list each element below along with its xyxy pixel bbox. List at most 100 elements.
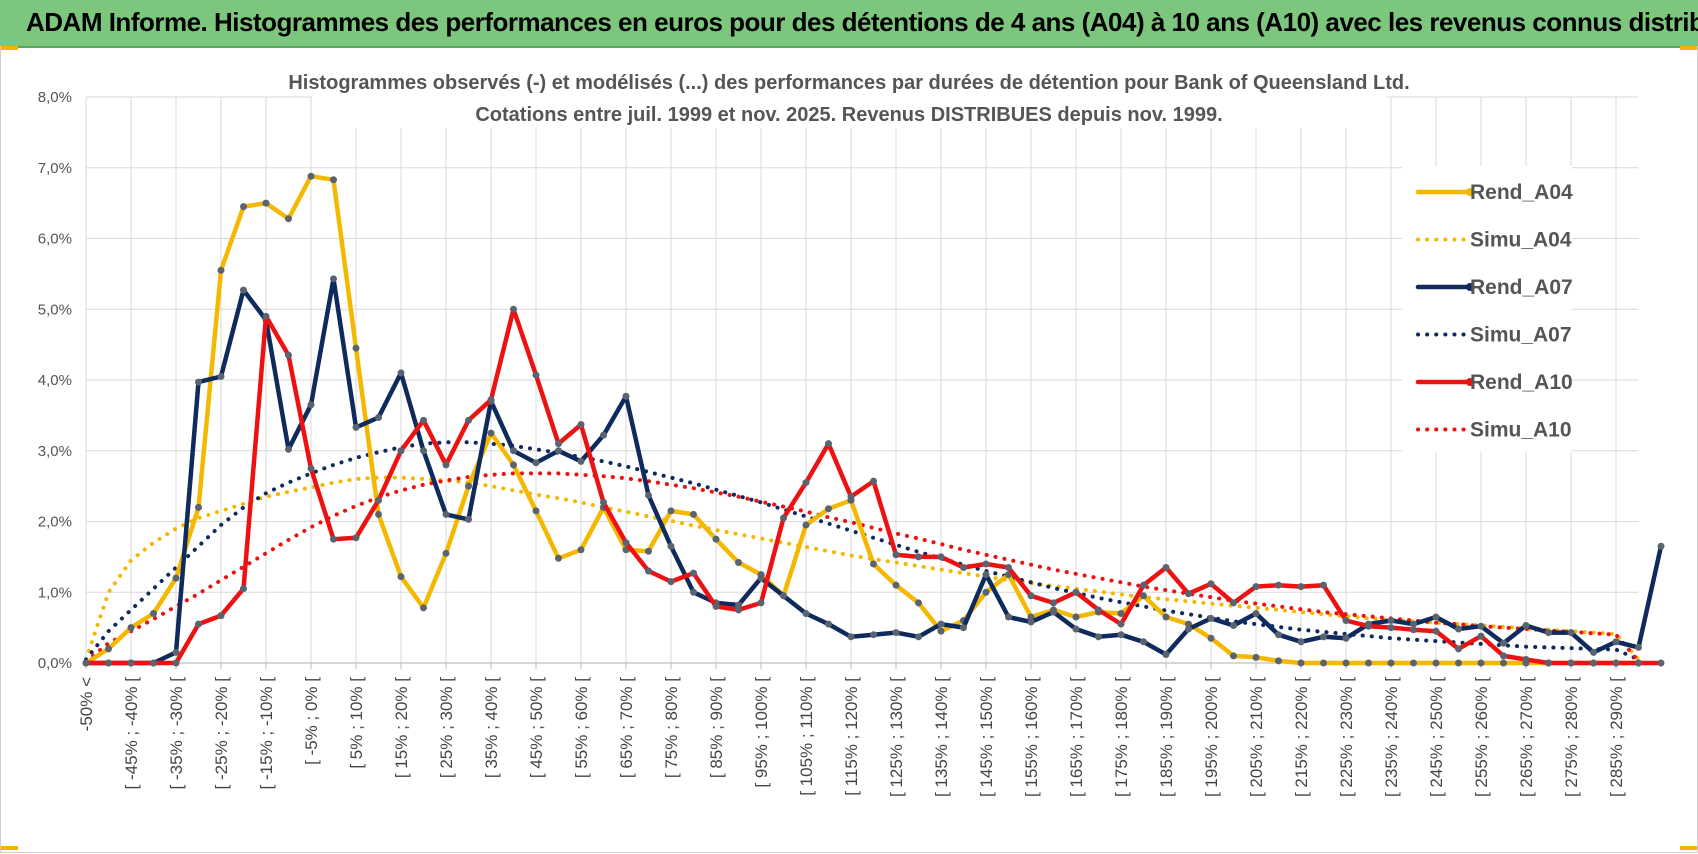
point-rend-a10 — [1072, 588, 1080, 596]
point-rend-a07 — [1342, 634, 1350, 642]
point-rend-a04 — [352, 344, 360, 352]
point-rend-a10 — [1117, 620, 1125, 628]
x-tick-label: [ 75% ; 80% [ — [662, 677, 681, 778]
point-rend-a04 — [442, 549, 450, 557]
point-rend-a04 — [555, 554, 562, 562]
point-rend-a10 — [375, 496, 382, 504]
x-tick-label: [ 45% ; 50% [ — [527, 677, 546, 778]
point-rend-a04 — [172, 574, 180, 582]
point-rend-a10 — [825, 440, 832, 448]
point-rend-a04 — [420, 604, 427, 612]
point-rend-a07 — [690, 588, 697, 596]
point-rend-a07 — [1410, 620, 1417, 628]
series-line-simu-a10 — [84, 471, 1641, 664]
x-tick-label: [ 265% ; 270% [ — [1517, 677, 1536, 797]
point-rend-a10 — [690, 569, 697, 577]
point-rend-a10 — [1635, 659, 1642, 667]
point-rend-a07 — [915, 633, 922, 641]
x-tick-label: [ 105% ; 110% [ — [797, 677, 816, 796]
point-rend-a07 — [1207, 614, 1215, 622]
y-tick-label: 3,0% — [38, 443, 72, 460]
point-rend-a07 — [352, 423, 360, 431]
legend-backdrop — [1402, 166, 1572, 452]
x-tick-label: [ 35% ; 40% [ — [482, 677, 501, 778]
point-rend-a10 — [1185, 590, 1192, 598]
legend: Rend_A04 Simu_A04 Rend_A07 Simu_A07 Rend_A10… — [1415, 181, 1573, 442]
point-rend-a04 — [1117, 609, 1125, 617]
point-rend-a04 — [307, 172, 315, 180]
point-rend-a07 — [1140, 638, 1147, 646]
legend-label-simu-a04: Simu_A04 — [1470, 229, 1572, 252]
point-rend-a07 — [1522, 622, 1530, 630]
point-rend-a10 — [442, 461, 450, 469]
point-rend-a10 — [622, 539, 630, 547]
point-rend-a10 — [757, 599, 765, 607]
point-rend-a07 — [1252, 609, 1260, 617]
point-rend-a07 — [1455, 625, 1462, 633]
y-axis: 0,0% 1,0% 2,0% 3,0% 4,0% 5,0% 6,0% 7,0% 8,0% — [38, 89, 72, 672]
point-rend-a10 — [1500, 652, 1507, 660]
point-rend-a10 — [892, 551, 900, 559]
y-tick-label: 2,0% — [38, 514, 72, 531]
point-rend-a07 — [1297, 638, 1305, 646]
point-rend-a10 — [1027, 592, 1035, 600]
point-rend-a04 — [982, 588, 990, 596]
x-tick-label: [ 185% ; 190% [ — [1157, 677, 1176, 797]
point-rend-a10 — [1657, 659, 1665, 667]
point-rend-a10 — [1320, 581, 1327, 589]
legend-label-rend-a04: Rend_A04 — [1470, 181, 1573, 204]
point-rend-a10 — [195, 620, 202, 628]
point-rend-a10 — [285, 351, 292, 359]
x-tick-label: [ -25% ; -20% [ — [212, 677, 231, 790]
point-rend-a07 — [555, 447, 562, 455]
point-rend-a10 — [1005, 563, 1012, 571]
point-rend-a04 — [577, 546, 585, 554]
point-rend-a10 — [127, 659, 135, 667]
point-rend-a07 — [1500, 639, 1507, 647]
point-rend-a10 — [1095, 606, 1102, 614]
point-rend-a10 — [960, 563, 967, 571]
point-rend-a07 — [330, 275, 337, 283]
point-rend-a04 — [915, 599, 922, 607]
point-rend-a07 — [285, 445, 292, 453]
point-rend-a07 — [802, 609, 810, 617]
legend-marker-rend-a04 — [1466, 188, 1474, 196]
point-rend-a10 — [645, 567, 652, 575]
point-rend-a04 — [240, 203, 247, 211]
title-backdrop — [312, 64, 1386, 128]
corner-marker — [1680, 846, 1698, 850]
point-rend-a10 — [217, 612, 225, 620]
x-tick-label: [ 235% ; 240% [ — [1382, 677, 1401, 797]
point-rend-a07 — [870, 631, 877, 639]
point-rend-a07 — [375, 413, 382, 421]
point-rend-a07 — [307, 401, 315, 409]
point-rend-a07 — [217, 372, 225, 380]
y-tick-label: 7,0% — [38, 160, 72, 177]
point-rend-a04 — [127, 624, 135, 632]
point-rend-a04 — [1297, 659, 1305, 667]
x-tick-label: [ 225% ; 230% [ — [1337, 677, 1356, 797]
point-rend-a07 — [1117, 631, 1125, 639]
point-rend-a10 — [1050, 599, 1057, 607]
series-line-rend-a04 — [83, 173, 1641, 666]
point-rend-a10 — [420, 416, 427, 424]
point-rend-a04 — [1477, 659, 1485, 667]
x-tick-label: [ 165% ; 170% [ — [1067, 677, 1086, 797]
point-rend-a10 — [600, 498, 607, 506]
point-rend-a07 — [397, 369, 405, 377]
point-rend-a10 — [82, 659, 90, 667]
point-rend-a04 — [510, 461, 517, 469]
point-rend-a07 — [982, 571, 990, 579]
y-tick-label: 5,0% — [38, 301, 72, 318]
point-rend-a07 — [420, 447, 427, 455]
point-rend-a04 — [1410, 659, 1417, 667]
point-rend-a04 — [150, 609, 157, 617]
x-axis: -50% < [ -45% ; -40% [[ -35% ; -30% [[ -2… — [77, 662, 1639, 797]
x-tick-label: [ 95% ; 100% [ — [752, 677, 771, 788]
series-line-simu-a07 — [84, 440, 1641, 662]
x-tick-label: [ 65% ; 70% [ — [617, 677, 636, 778]
point-rend-a10 — [1252, 583, 1260, 591]
point-rend-a10 — [1590, 659, 1597, 667]
legend-marker-rend-a10 — [1466, 378, 1474, 386]
